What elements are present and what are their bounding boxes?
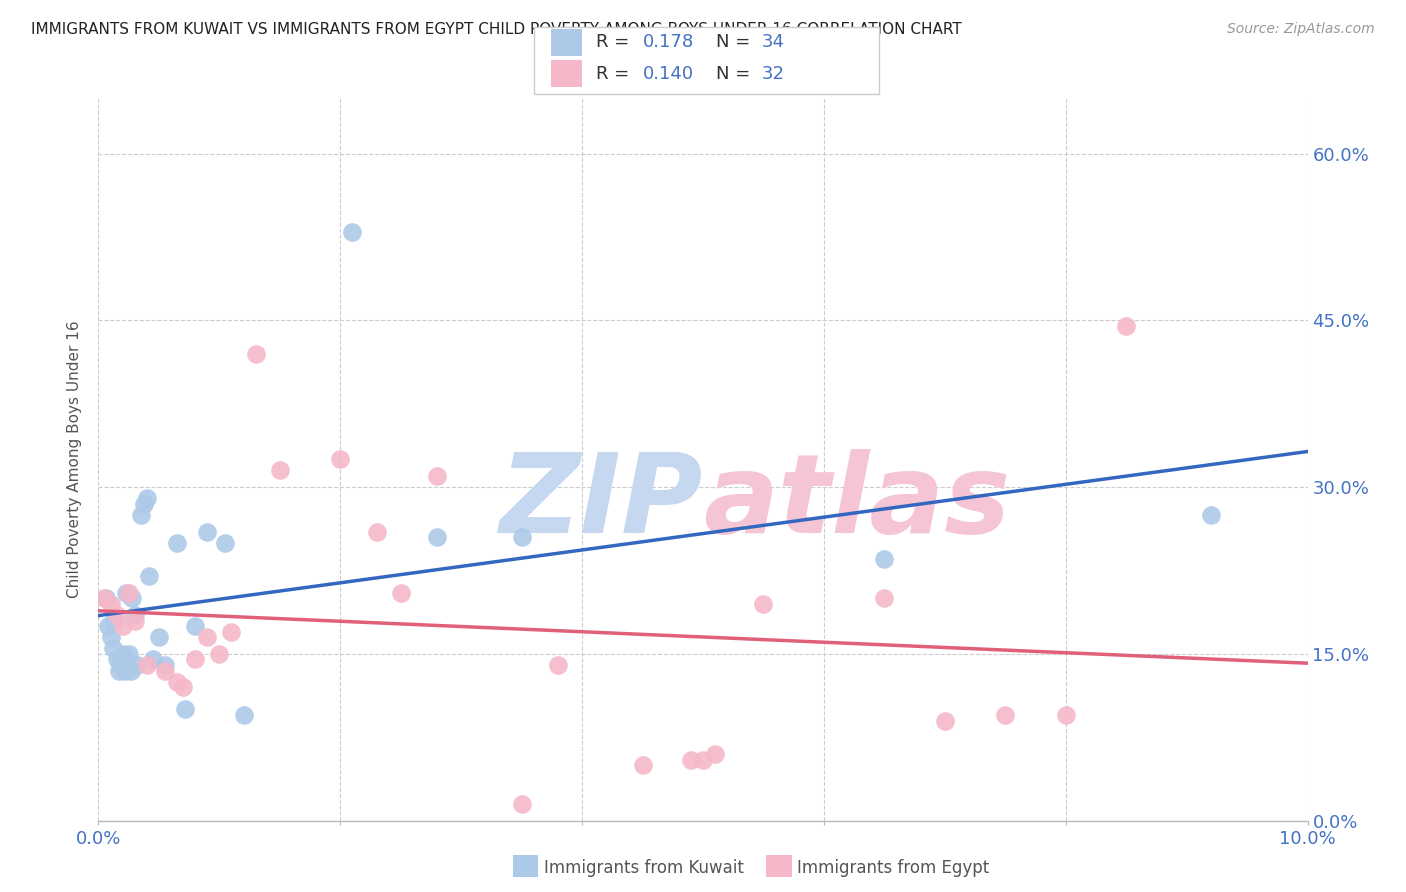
Point — [118, 586, 141, 600]
Point — [129, 508, 152, 522]
Point — [692, 752, 714, 766]
Point — [97, 619, 120, 633]
Point — [153, 664, 176, 678]
Point — [118, 647, 141, 661]
Point — [1054, 708, 1077, 723]
Text: 32: 32 — [762, 64, 785, 83]
Point — [426, 469, 449, 483]
Point — [329, 452, 352, 467]
Point — [100, 630, 122, 644]
Text: 34: 34 — [762, 33, 785, 51]
Point — [93, 591, 115, 606]
Point — [148, 630, 170, 644]
Point — [934, 714, 956, 728]
Point — [127, 658, 149, 673]
Point — [704, 747, 727, 761]
Point — [114, 664, 136, 678]
Point — [166, 535, 188, 549]
Point — [134, 497, 156, 511]
Point — [174, 702, 197, 716]
Text: 0.178: 0.178 — [643, 33, 693, 51]
Point — [195, 524, 218, 539]
Point — [389, 586, 412, 600]
Point — [1115, 318, 1137, 333]
Point — [111, 619, 134, 633]
Point — [124, 607, 146, 622]
Text: Source: ZipAtlas.com: Source: ZipAtlas.com — [1227, 22, 1375, 37]
Text: Immigrants from Egypt: Immigrants from Egypt — [797, 859, 990, 877]
Point — [142, 652, 165, 666]
Point — [245, 347, 267, 361]
Point — [135, 658, 157, 673]
Point — [426, 530, 449, 544]
Point — [752, 597, 775, 611]
Point — [195, 630, 218, 644]
Point — [153, 658, 176, 673]
Point — [100, 597, 122, 611]
Point — [510, 797, 533, 811]
Point — [1199, 508, 1222, 522]
Point — [101, 641, 124, 656]
Point — [342, 225, 364, 239]
Point — [214, 535, 236, 549]
Point — [366, 524, 388, 539]
Point — [115, 586, 138, 600]
Point — [121, 591, 143, 606]
Point — [108, 658, 131, 673]
Point — [166, 674, 188, 689]
Point — [105, 607, 128, 622]
Point — [111, 647, 134, 661]
Point — [138, 569, 160, 583]
Point — [232, 708, 254, 723]
Point — [269, 463, 291, 477]
Text: atlas: atlas — [703, 450, 1011, 557]
Text: N =: N = — [716, 64, 755, 83]
Point — [208, 647, 231, 661]
Point — [510, 530, 533, 544]
Y-axis label: Child Poverty Among Boys Under 16: Child Poverty Among Boys Under 16 — [67, 320, 83, 599]
Point — [184, 652, 207, 666]
Text: IMMIGRANTS FROM KUWAIT VS IMMIGRANTS FROM EGYPT CHILD POVERTY AMONG BOYS UNDER 1: IMMIGRANTS FROM KUWAIT VS IMMIGRANTS FRO… — [31, 22, 962, 37]
Text: R =: R = — [596, 64, 636, 83]
Point — [221, 624, 243, 639]
Text: R =: R = — [596, 33, 636, 51]
Point — [108, 664, 131, 678]
Point — [873, 552, 896, 566]
Point — [184, 619, 207, 633]
Text: Immigrants from Kuwait: Immigrants from Kuwait — [544, 859, 744, 877]
Text: N =: N = — [716, 33, 755, 51]
Point — [994, 708, 1017, 723]
Point — [631, 758, 654, 772]
Point — [172, 680, 194, 694]
Point — [679, 752, 702, 766]
Point — [124, 614, 146, 628]
Text: ZIP: ZIP — [499, 450, 703, 557]
Point — [873, 591, 896, 606]
Point — [547, 658, 569, 673]
Point — [135, 491, 157, 506]
Point — [103, 614, 125, 628]
Point — [120, 664, 142, 678]
Point — [105, 652, 128, 666]
Point — [94, 591, 117, 606]
Text: 0.140: 0.140 — [643, 64, 693, 83]
